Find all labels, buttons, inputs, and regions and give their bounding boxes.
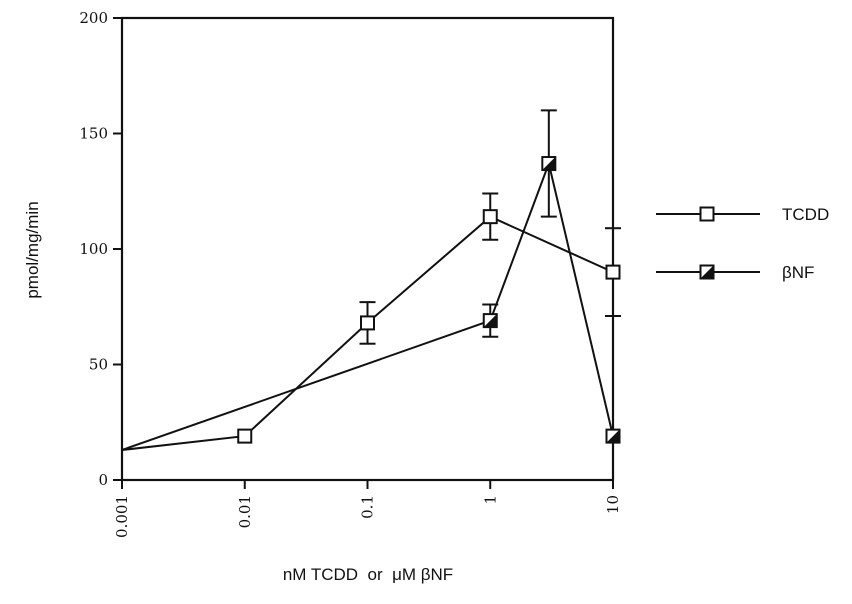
series-0 (121, 192, 621, 451)
marker-box (699, 206, 715, 222)
plot-frame (120, 16, 615, 482)
x-tick-label: 0.1 (359, 495, 377, 519)
legend-entry-0: TCDD (656, 205, 829, 224)
marker-fill (542, 157, 556, 171)
x-tick-label: 1 (481, 495, 499, 505)
legend: TCDD βNF (656, 205, 829, 282)
y-tick-label: 50 (89, 356, 108, 374)
series-layer (121, 109, 621, 451)
marker-fill (700, 265, 714, 279)
x-tick-label: 0.001 (113, 495, 131, 538)
y-tick-label: 200 (79, 9, 108, 27)
marker-fill (483, 314, 497, 328)
data-point (360, 315, 375, 331)
marker-box (360, 315, 375, 331)
y-tick-label: 100 (79, 240, 108, 258)
legend-marker (699, 264, 715, 280)
marker-box (605, 264, 621, 280)
data-point (541, 156, 557, 172)
marker-fill (606, 429, 620, 443)
x-tick-label: 0.01 (236, 495, 254, 528)
y-axis-ticks: 0 50 100 150 200 (79, 9, 122, 489)
x-tick-label: 10 (604, 495, 622, 514)
series-1 (121, 109, 621, 451)
legend-label: TCDD (782, 205, 829, 224)
series-line (121, 160, 614, 451)
marker-box (237, 428, 253, 444)
y-axis-label: pmol/mg/min (23, 201, 42, 298)
data-point (605, 428, 621, 444)
legend-entry-1: βNF (656, 263, 814, 282)
legend-label: βNF (782, 263, 814, 282)
marker-box (482, 209, 498, 225)
x-axis-ticks: 0.001 0.01 0.1 1 10 (113, 480, 622, 538)
data-point (482, 209, 498, 225)
data-point (237, 428, 253, 444)
y-tick-label: 150 (79, 125, 108, 143)
data-point (482, 313, 498, 329)
plot-border (120, 16, 615, 482)
x-axis-label: nM TCDD or μM βNF (283, 565, 453, 584)
y-tick-label: 0 (98, 471, 108, 489)
legend-marker (699, 206, 715, 222)
data-point (605, 264, 621, 280)
